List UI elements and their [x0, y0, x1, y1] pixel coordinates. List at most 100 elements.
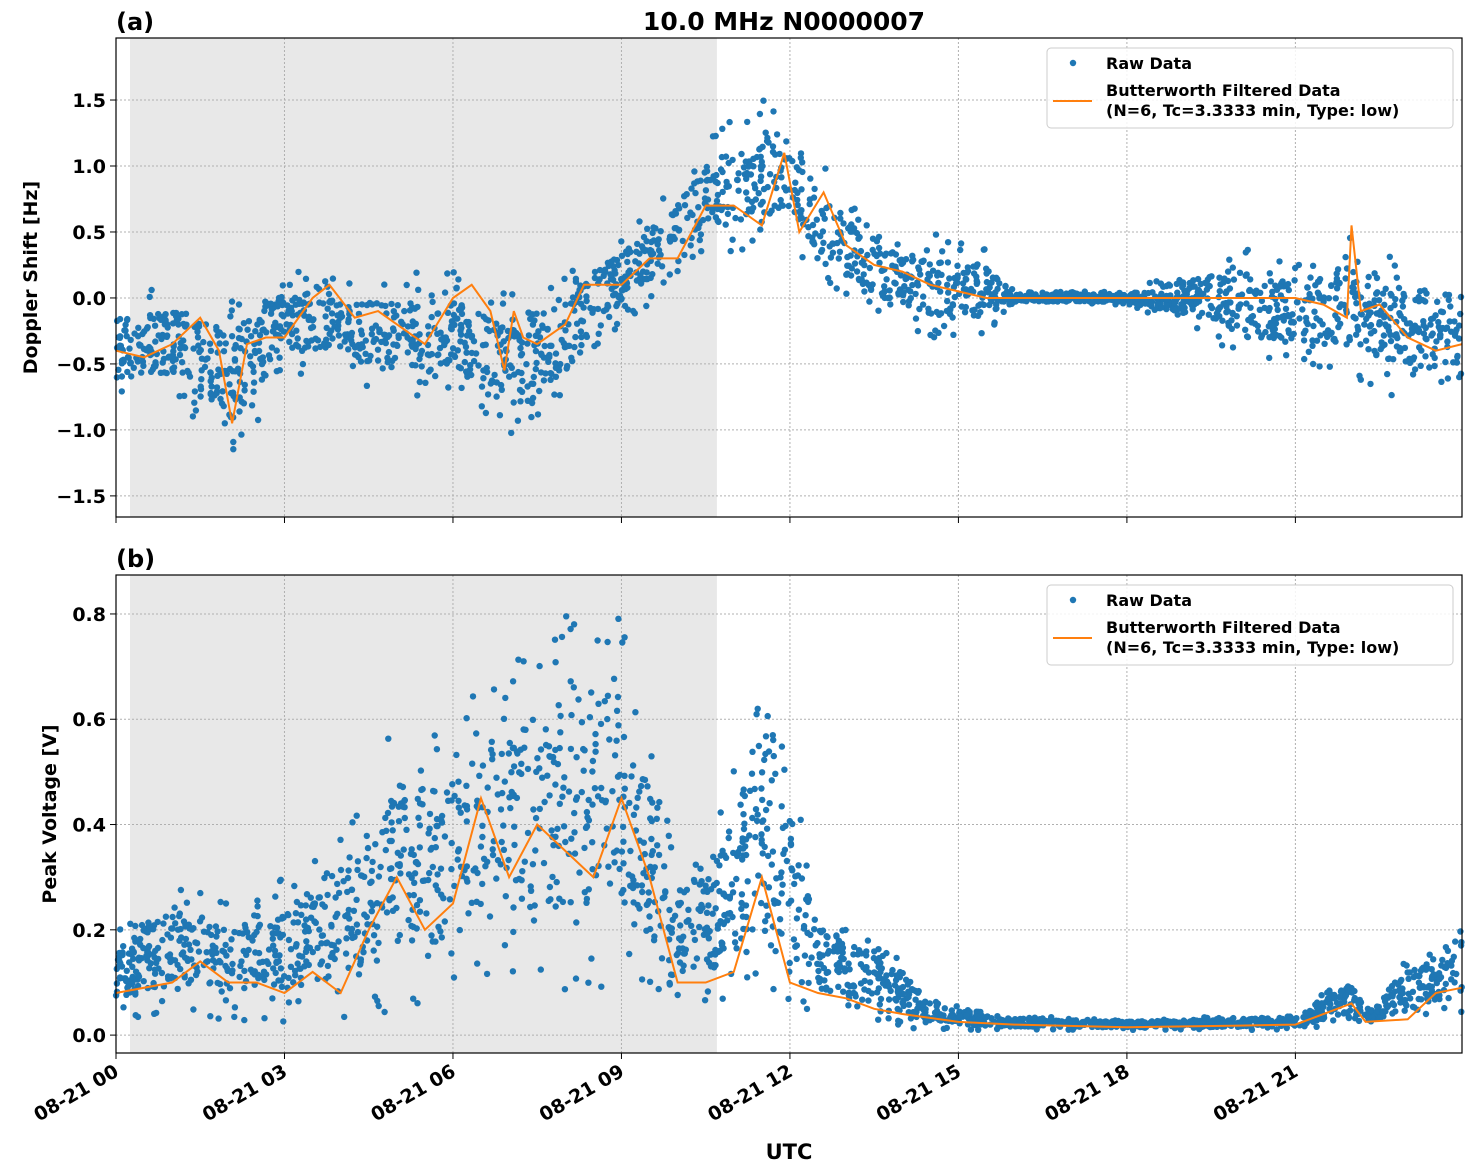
raw-point	[1395, 981, 1402, 988]
raw-point	[814, 255, 821, 262]
raw-point	[1384, 370, 1391, 378]
raw-point	[361, 873, 368, 880]
raw-point	[1313, 999, 1321, 1006]
raw-point	[741, 820, 748, 827]
raw-point	[1381, 301, 1388, 308]
raw-point	[546, 353, 553, 361]
raw-point	[744, 118, 751, 126]
raw-point	[648, 753, 655, 760]
raw-point	[537, 746, 545, 753]
raw-point	[833, 933, 840, 940]
raw-point	[254, 321, 261, 328]
raw-point	[1171, 299, 1178, 306]
raw-point	[1368, 1007, 1375, 1014]
raw-point	[717, 918, 724, 925]
raw-point	[530, 373, 537, 381]
raw-point	[411, 870, 419, 877]
raw-point	[1321, 340, 1328, 347]
raw-point	[881, 252, 889, 259]
legend-filtered-label: Butterworth Filtered Data	[1106, 618, 1341, 637]
raw-point	[620, 733, 628, 741]
raw-point	[226, 381, 233, 388]
raw-point	[1244, 333, 1252, 341]
raw-point	[899, 983, 907, 991]
raw-point	[683, 918, 690, 925]
raw-point	[917, 271, 924, 278]
raw-point	[721, 852, 728, 859]
raw-point	[929, 267, 937, 274]
raw-point	[559, 793, 566, 800]
raw-point	[885, 1015, 892, 1022]
raw-point	[441, 918, 448, 925]
raw-point	[767, 942, 775, 949]
raw-point	[585, 796, 592, 804]
raw-point	[926, 1000, 933, 1007]
raw-point	[413, 901, 421, 909]
raw-point	[1436, 995, 1443, 1003]
raw-point	[178, 359, 186, 366]
raw-point	[619, 823, 627, 831]
raw-point	[914, 327, 922, 335]
raw-point	[518, 770, 525, 778]
raw-point	[177, 925, 184, 933]
raw-point	[194, 334, 202, 341]
raw-point	[1378, 339, 1385, 346]
raw-point	[875, 985, 882, 992]
raw-point	[578, 788, 585, 796]
raw-point	[698, 901, 705, 909]
raw-point	[1002, 283, 1009, 290]
raw-point	[754, 705, 761, 712]
raw-point	[169, 925, 176, 932]
raw-point	[557, 712, 564, 720]
raw-point	[552, 364, 560, 371]
raw-point	[127, 920, 134, 927]
raw-point	[151, 1010, 158, 1017]
raw-point	[608, 258, 615, 265]
raw-point	[584, 282, 591, 290]
raw-point	[701, 169, 708, 176]
raw-point	[692, 861, 699, 868]
raw-point	[393, 341, 400, 348]
raw-point	[1189, 306, 1196, 313]
raw-point	[1396, 344, 1403, 352]
raw-point	[743, 189, 750, 196]
raw-point	[979, 301, 986, 308]
raw-point	[853, 268, 861, 275]
raw-point	[681, 889, 688, 896]
raw-point	[875, 1016, 882, 1023]
raw-point	[967, 285, 975, 293]
raw-point	[115, 366, 122, 373]
raw-point	[905, 302, 912, 309]
raw-point	[160, 920, 167, 927]
raw-point	[1316, 363, 1323, 370]
raw-point	[529, 861, 537, 868]
raw-point	[613, 707, 621, 714]
raw-point	[554, 825, 561, 832]
raw-point	[606, 736, 613, 743]
raw-point	[940, 322, 948, 330]
raw-point	[498, 838, 505, 846]
raw-point	[328, 872, 336, 880]
raw-point	[677, 922, 684, 929]
raw-point	[276, 354, 283, 361]
raw-point	[527, 903, 534, 911]
raw-point	[1193, 299, 1200, 306]
raw-point	[592, 740, 599, 748]
raw-point	[689, 211, 696, 219]
raw-point	[564, 342, 571, 350]
raw-point	[500, 715, 508, 722]
raw-point	[812, 230, 819, 237]
raw-point	[469, 693, 477, 700]
raw-point	[1010, 1018, 1017, 1025]
raw-point	[1365, 312, 1372, 319]
raw-point	[601, 698, 608, 705]
raw-point	[739, 246, 746, 253]
raw-point	[432, 844, 439, 851]
raw-point	[241, 984, 248, 992]
raw-point	[873, 958, 881, 965]
raw-point	[191, 388, 199, 395]
raw-point	[1194, 275, 1202, 283]
raw-point	[738, 891, 746, 898]
raw-point	[344, 874, 352, 882]
raw-point	[203, 949, 210, 956]
